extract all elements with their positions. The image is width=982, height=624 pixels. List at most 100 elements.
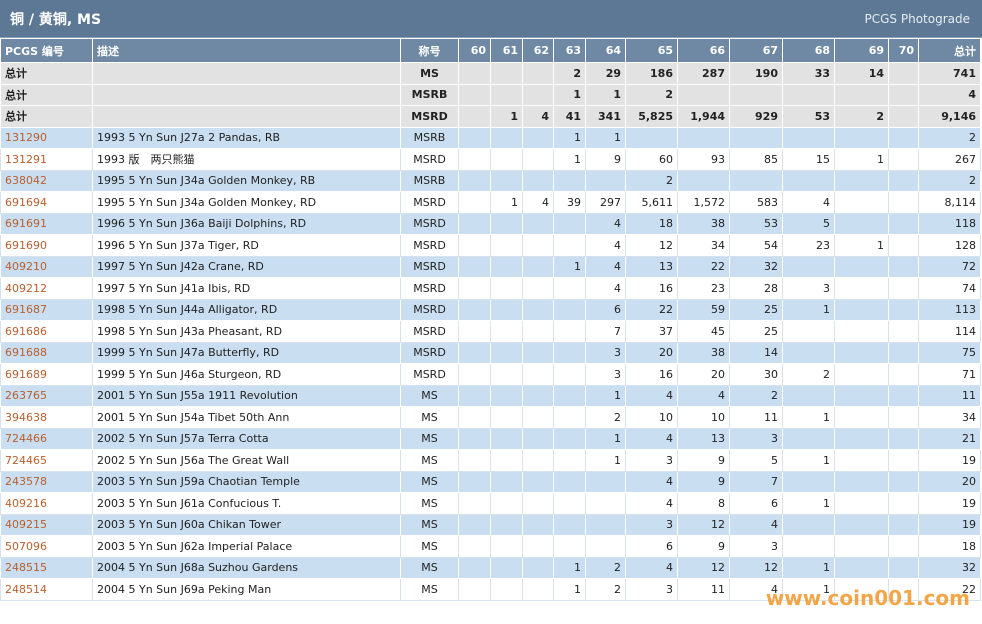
column-header: 62: [522, 38, 554, 63]
cell: 14: [729, 341, 783, 364]
cell: 22: [677, 255, 730, 278]
pcgs-link[interactable]: 724465: [5, 453, 47, 467]
cell: [92, 105, 401, 128]
cell: 1993 版 两只熊猫: [92, 148, 401, 171]
cell: [522, 320, 554, 343]
cell: 1: [782, 492, 835, 515]
cell: [585, 169, 626, 192]
cell: [553, 363, 586, 386]
cell: 34: [677, 234, 730, 257]
cell-text: 13: [711, 432, 725, 446]
cell: 5,611: [625, 191, 678, 214]
cell-text: 1: [877, 152, 884, 166]
cell: 4: [782, 191, 835, 214]
summary-row: 总计 MSRB 1 1 2 4: [0, 83, 981, 106]
cell: 5: [729, 449, 783, 472]
cell: [490, 277, 523, 300]
pcgs-link[interactable]: 638042: [5, 174, 47, 188]
cell: [888, 535, 919, 558]
pcgs-link[interactable]: 263765: [5, 389, 47, 403]
cell: 3: [625, 513, 678, 536]
pcgs-link[interactable]: 691690: [5, 238, 47, 252]
cell-text: 41: [565, 109, 581, 123]
cell-text: 1998 5 Yn Sun J44a Alligator, RD: [97, 303, 278, 317]
cell-text: 1: [823, 561, 830, 575]
cell: 724466: [0, 427, 93, 450]
pcgs-link[interactable]: 409212: [5, 281, 47, 295]
cell-text: 4: [771, 582, 778, 596]
cell: MSRB: [400, 126, 459, 149]
cell: MS: [400, 535, 459, 558]
cell: 341: [585, 105, 626, 128]
cell: 1: [782, 449, 835, 472]
cell: 2: [782, 363, 835, 386]
column-header: 67: [729, 38, 783, 63]
cell: 12: [677, 556, 730, 579]
cell-text: 9: [718, 453, 725, 467]
pcgs-link[interactable]: 691688: [5, 346, 47, 360]
cell-text: 114: [955, 324, 976, 338]
cell-text: 2: [771, 389, 778, 403]
cell-text: 8: [718, 496, 725, 510]
cell-text: MS: [421, 475, 438, 489]
cell: [888, 406, 919, 429]
cell: 20: [677, 363, 730, 386]
cell: 1: [585, 126, 626, 149]
pcgs-link[interactable]: 691689: [5, 367, 47, 381]
cell: [888, 83, 919, 106]
pcgs-link[interactable]: 243578: [5, 475, 47, 489]
cell: 22: [625, 298, 678, 321]
cell: 93: [677, 148, 730, 171]
pcgs-link[interactable]: 394638: [5, 410, 47, 424]
cell: 2002 5 Yn Sun J56a The Great Wall: [92, 449, 401, 472]
cell: 2002 5 Yn Sun J57a Terra Cotta: [92, 427, 401, 450]
pcgs-link[interactable]: 691694: [5, 195, 47, 209]
pcgs-link[interactable]: 691687: [5, 303, 47, 317]
cell: 7: [585, 320, 626, 343]
cell: [458, 427, 491, 450]
pcgs-link[interactable]: 409215: [5, 518, 47, 532]
pcgs-link[interactable]: 724466: [5, 432, 47, 446]
cell: 409212: [0, 277, 93, 300]
cell: [834, 384, 889, 407]
cell: 53: [729, 212, 783, 235]
cell: 1: [553, 578, 586, 601]
cell-text: 11: [764, 410, 778, 424]
cell: 2003 5 Yn Sun J60a Chikan Tower: [92, 513, 401, 536]
cell-text: 37: [659, 324, 673, 338]
cell: MS: [400, 62, 459, 85]
data-row: 507096 2003 5 Yn Sun J62a Imperial Palace…: [0, 535, 981, 558]
pcgs-link[interactable]: 691686: [5, 324, 47, 338]
pcgs-link[interactable]: 507096: [5, 539, 47, 553]
cell: 2004 5 Yn Sun J68a Suzhou Gardens: [92, 556, 401, 579]
cell: [458, 406, 491, 429]
cell: [888, 212, 919, 235]
photograde-link[interactable]: PCGS Photograde: [864, 11, 970, 26]
pcgs-link[interactable]: 248515: [5, 561, 47, 575]
cell-text: 54: [764, 238, 778, 252]
cell: 409215: [0, 513, 93, 536]
pcgs-link[interactable]: 409216: [5, 496, 47, 510]
cell-text: MSRD: [413, 303, 446, 317]
cell: [888, 449, 919, 472]
cell: 394638: [0, 406, 93, 429]
cell-text: 5,825: [638, 109, 673, 123]
cell: [522, 513, 554, 536]
pcgs-link[interactable]: 409210: [5, 260, 47, 274]
cell: 总计: [0, 105, 93, 128]
cell-text: 23: [711, 281, 725, 295]
cell: 1: [585, 384, 626, 407]
cell-text: 1: [574, 260, 581, 274]
pcgs-link[interactable]: 131291: [5, 152, 47, 166]
cell: MS: [400, 406, 459, 429]
cell-text: 1: [614, 389, 621, 403]
cell-text: 30: [764, 367, 778, 381]
cell: 4: [625, 384, 678, 407]
cell: [490, 384, 523, 407]
cell: 59: [677, 298, 730, 321]
cell-text: 11: [711, 582, 725, 596]
pcgs-link[interactable]: 248514: [5, 582, 47, 596]
pcgs-link[interactable]: 131290: [5, 131, 47, 145]
cell: [888, 255, 919, 278]
pcgs-link[interactable]: 691691: [5, 217, 47, 231]
